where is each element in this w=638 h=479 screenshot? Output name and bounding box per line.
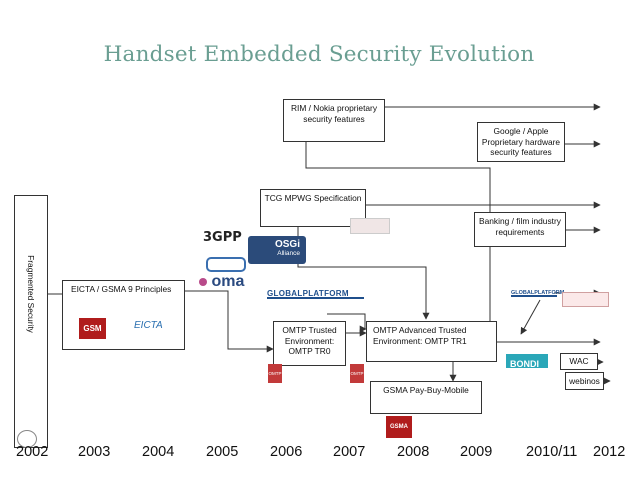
- globalplatform-logo-1: GLOBALPLATFORM: [267, 283, 364, 299]
- fragmented-security-box: [14, 195, 48, 448]
- year-2009: 2009: [460, 444, 493, 460]
- globalplatform-to-tr1-arrow: [327, 313, 367, 333]
- 3gpp-logo: 3GPP: [203, 230, 242, 245]
- etsi-logo: [206, 257, 246, 272]
- year-2003: 2003: [78, 444, 111, 460]
- fragmented-security-label: Fragmented Security: [26, 255, 36, 333]
- oma-logo: oma: [199, 273, 251, 293]
- globalplatform-logo-2: GLOBALPLATFORM: [511, 281, 564, 297]
- year-2006: 2006: [270, 444, 303, 460]
- rim-nokia-box: RIM / Nokia proprietary security feature…: [283, 99, 385, 142]
- year-2012: 2012: [593, 444, 626, 460]
- eicta-logo: EICTA: [134, 320, 163, 331]
- gp-member-logo-1: [350, 218, 390, 234]
- google-apple-box: Google / Apple Proprietary hardware secu…: [477, 122, 565, 162]
- gsma-pay-buy-mobile-box: GSMA Pay-Buy-Mobile: [370, 381, 482, 414]
- small-seal-logo: [17, 430, 37, 448]
- eicta-to-tr0-arrow: [185, 290, 274, 353]
- year-2008: 2008: [397, 444, 430, 460]
- oma-dots-icon: [199, 278, 207, 286]
- tcg-to-tr1-arrow: [297, 226, 430, 320]
- page-title: Handset Embedded Security Evolution: [103, 42, 535, 67]
- year-2007: 2007: [333, 444, 366, 460]
- wac-box: WAC: [560, 353, 598, 370]
- webinos-box: webinos: [565, 372, 604, 390]
- banking-film-box: Banking / film industry requirements: [474, 212, 566, 247]
- bondi-logo: BONDI: [506, 354, 548, 369]
- omtp-logo-2: OMTP: [350, 364, 364, 383]
- year-2010-11: 2010/11: [526, 444, 578, 460]
- osgi-logo: OSGi Alliance: [248, 236, 306, 264]
- gp-member-logo-2: [562, 292, 609, 307]
- omtp-tr1-box: OMTP Advanced Trusted Environment: OMTP …: [366, 321, 497, 362]
- gsma-logo: GSMA: [386, 416, 412, 438]
- gsm-logo: GSM: [79, 318, 106, 339]
- tcg-mpwg-box: TCG MPWG Specification: [260, 189, 366, 227]
- year-2002: 2002: [16, 444, 49, 460]
- omtp-tr0-box: OMTP Trusted Environment: OMTP TR0: [273, 321, 346, 366]
- omtp-logo-1: OMTP: [268, 364, 282, 383]
- year-2004: 2004: [142, 444, 175, 460]
- year-2005: 2005: [206, 444, 239, 460]
